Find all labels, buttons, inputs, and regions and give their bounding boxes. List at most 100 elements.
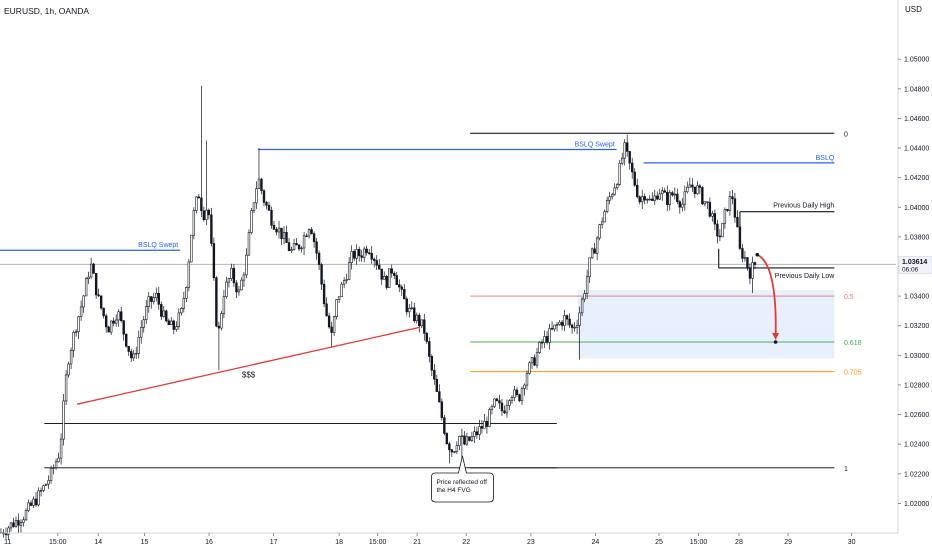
candle-body (493, 398, 496, 407)
candle-body (200, 197, 203, 212)
candle-body (535, 352, 539, 366)
price-axis-label: 1.02200 (904, 471, 929, 478)
fib-0-label: 0 (844, 131, 848, 138)
candle-body (415, 314, 418, 322)
candle-body (365, 248, 368, 254)
candle-body (34, 498, 38, 506)
candle-body (250, 210, 253, 233)
candle-body (485, 420, 489, 427)
candle-body (753, 262, 757, 265)
candle-body (292, 243, 296, 250)
candle-body (395, 275, 398, 285)
candle-body (470, 436, 474, 441)
candle-body (300, 247, 303, 250)
candle-body (135, 353, 138, 355)
candle-body (445, 433, 449, 445)
candle-body (102, 307, 105, 317)
candle-body (9, 522, 13, 529)
candle-body (583, 293, 586, 300)
candle-body (523, 384, 526, 389)
candle-body (648, 198, 651, 201)
candle-body (528, 362, 531, 374)
candle-body (741, 248, 744, 259)
candle-body (337, 296, 341, 300)
candle-body (658, 193, 661, 200)
candle-body (342, 280, 346, 285)
candle-body (495, 398, 499, 402)
candle-body (678, 201, 682, 208)
candle-body (132, 353, 135, 359)
candle-body (748, 267, 752, 279)
candle-body (641, 196, 644, 203)
candle-body (225, 281, 228, 298)
candle-body (638, 196, 641, 203)
candle-body (691, 184, 694, 188)
candle-body (32, 498, 35, 506)
fib-0705-label: 0.705 (844, 370, 862, 377)
candle-body (92, 263, 95, 274)
price-axis-label: 1.02000 (904, 501, 929, 508)
candle-body (453, 451, 456, 453)
candle-body (182, 298, 186, 309)
candle-body (438, 391, 441, 403)
candle-body (257, 178, 261, 189)
candle-body (367, 252, 371, 254)
candle-body (155, 293, 158, 298)
candle-body (458, 436, 461, 446)
candle-body (508, 400, 511, 406)
price-axis-label: 1.03800 (904, 234, 929, 241)
candle-body (252, 202, 256, 211)
candle-body (613, 187, 616, 195)
candle-body (97, 294, 100, 297)
time-axis-label: 29 (784, 539, 792, 546)
candle-body (232, 267, 236, 284)
candle-body (317, 252, 321, 265)
candle-body (52, 467, 55, 469)
candle-body (595, 237, 599, 254)
candle-body (277, 227, 281, 233)
candle-body (580, 298, 584, 314)
fib-0618-label: 0.618 (844, 340, 862, 347)
candle-body (307, 229, 311, 237)
candle-body (600, 221, 604, 225)
candle-body (603, 211, 606, 223)
candle-body (237, 289, 241, 293)
candle-body (676, 193, 679, 203)
candle-body (17, 520, 20, 526)
candle-body (280, 227, 283, 240)
candle-body (220, 313, 223, 329)
candle-body (120, 311, 123, 321)
candle-body (656, 195, 659, 200)
price-axis-label: 1.02800 (904, 382, 929, 389)
callout-text-line: Price reflected off (436, 479, 487, 486)
candle-body (44, 483, 48, 486)
candle-body (573, 327, 576, 329)
candle-body (390, 268, 393, 274)
candle-body (142, 319, 145, 328)
candle-body (498, 400, 501, 404)
price-axis-label: 1.03200 (904, 323, 929, 330)
price-axis-label: 1.04000 (904, 205, 929, 212)
candle-body (620, 157, 624, 164)
candle-body (503, 410, 506, 414)
candle-body (160, 304, 163, 317)
candle-body (373, 258, 376, 261)
fib-05-label: 0.5 (844, 294, 854, 301)
time-axis-label: 28 (735, 539, 743, 546)
candle-body (420, 319, 423, 327)
candle-body (210, 214, 213, 244)
candle-body (560, 321, 564, 326)
candle-body (455, 445, 459, 452)
candle-body (347, 262, 351, 280)
price-axis-label: 1.03400 (904, 294, 929, 301)
candle-body (465, 436, 469, 445)
candle-body (350, 251, 353, 263)
candle-body (538, 342, 541, 353)
candle-body (62, 400, 65, 440)
candle-body (125, 333, 128, 347)
candle-body (287, 242, 291, 251)
candle-body (746, 257, 749, 269)
candle-body (107, 326, 110, 333)
